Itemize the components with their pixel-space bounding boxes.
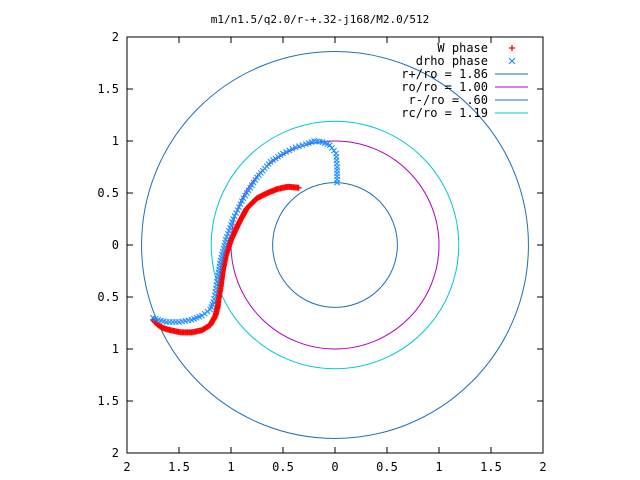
y-tick-label: 2 <box>112 446 119 460</box>
axis-ticks: 2 1.5 1 0.5 0 0.5 1 1.5 221.510.500.511.52 <box>97 30 546 474</box>
drho-phase-point <box>236 204 243 211</box>
drho-phase-point <box>150 314 156 321</box>
drho-phase-point <box>252 177 259 183</box>
drho-phase-point <box>289 145 296 152</box>
x-tick-label: 2 <box>539 460 546 474</box>
drho-phase-point <box>248 182 255 189</box>
legend-plus-marker <box>509 45 515 51</box>
drho-phase-point <box>243 190 250 196</box>
series-drho-phase <box>150 138 341 325</box>
legend-x-marker <box>508 57 516 65</box>
legend-label: ro/ro = 1.00 <box>401 80 488 94</box>
y-tick-label: 0.5 <box>97 186 119 200</box>
data-series <box>150 138 341 336</box>
drho-phase-point <box>254 174 260 181</box>
legend-label: rc/ro = 1.19 <box>401 106 488 120</box>
y-tick-label: 2 <box>112 30 119 44</box>
drho-phase-point <box>240 195 247 202</box>
y-tick-label: 1.5 <box>97 82 119 96</box>
drho-phase-point <box>292 144 299 151</box>
drho-phase-point <box>234 207 241 214</box>
x-tick-label: 0.5 <box>272 460 294 474</box>
y-tick-label: 0.5 <box>97 290 119 304</box>
drho-phase-point <box>233 210 240 217</box>
drho-phase-point <box>286 147 293 154</box>
circle-rro <box>272 182 398 308</box>
x-tick-label: 0 <box>331 460 338 474</box>
series-w-phase <box>150 183 302 336</box>
x-tick-label: 1 <box>227 460 234 474</box>
drho-phase-point <box>299 142 306 149</box>
drho-phase-point <box>242 192 249 199</box>
x-tick-label: 0.5 <box>376 460 398 474</box>
drho-phase-point <box>237 201 244 208</box>
drho-phase-point <box>247 184 254 191</box>
drho-phase-point <box>302 141 309 148</box>
legend-label: drho phase <box>416 54 488 68</box>
drho-phase-point <box>231 213 238 220</box>
chart-title: m1/n1.5/q2.0/r-+.32-j168/M2.0/512 <box>211 13 430 26</box>
legend-label: r+/ro = 1.86 <box>401 67 488 81</box>
y-tick-label: 1.5 <box>97 394 119 408</box>
circle-rcro <box>210 120 460 370</box>
x-tick-label: 1.5 <box>168 460 190 474</box>
x-tick-label: 2 <box>123 460 130 474</box>
x-tick-label: 1 <box>435 460 442 474</box>
drho-phase-point <box>250 179 257 186</box>
legend-label: W phase <box>437 41 488 55</box>
x-tick-label: 1.5 <box>480 460 502 474</box>
drho-phase-point <box>239 198 245 205</box>
legend-label: r-/ro = .60 <box>409 93 488 107</box>
y-tick-label: 1 <box>112 342 119 356</box>
y-tick-label: 1 <box>112 134 119 148</box>
circle-rro <box>141 51 529 439</box>
drho-phase-point <box>245 187 252 194</box>
drho-phase-point <box>283 148 290 155</box>
drho-phase-point <box>295 143 302 150</box>
y-tick-label: 0 <box>112 238 119 252</box>
